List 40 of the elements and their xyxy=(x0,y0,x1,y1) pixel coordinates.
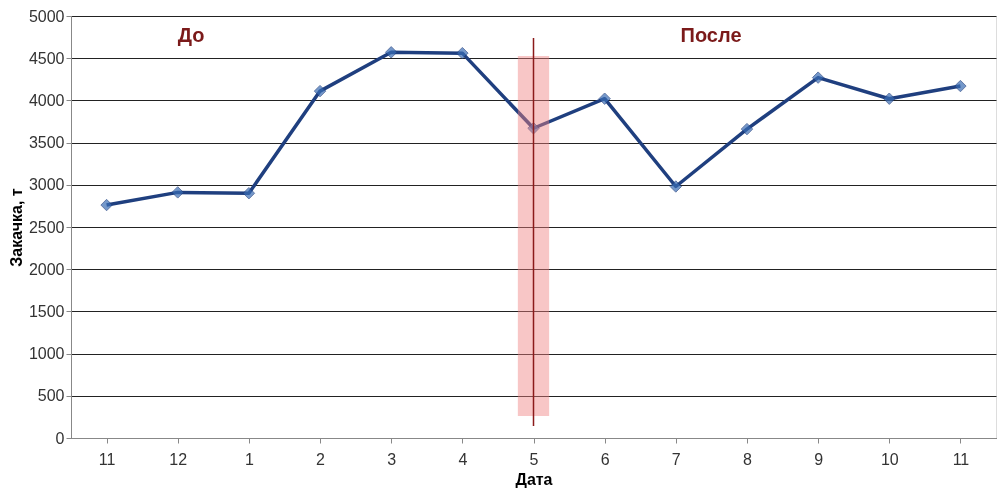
y-tick-label: 3000 xyxy=(28,176,65,194)
x-tick-label: 5 xyxy=(529,450,539,468)
x-tick-label: 11 xyxy=(98,450,116,468)
point xyxy=(384,46,398,59)
x-tick-label: 6 xyxy=(600,450,610,468)
point xyxy=(313,84,327,98)
y-tick-label: 2500 xyxy=(28,218,65,236)
x-tick-label: 7 xyxy=(671,450,681,468)
x-tick-label: 8 xyxy=(743,450,753,468)
y-tick-label: 1500 xyxy=(28,302,65,320)
y-tick-label: 4500 xyxy=(28,49,65,67)
x-tick-label: 1 xyxy=(244,450,254,468)
y-tick-label: 3500 xyxy=(28,134,65,152)
x-tick-label: 11 xyxy=(952,450,970,468)
x-tick-label: 3 xyxy=(387,450,397,468)
x-tick-label: 12 xyxy=(169,450,188,468)
y-axis-title: Закачка, т xyxy=(7,188,25,267)
point xyxy=(456,46,469,60)
x-tick-label: 10 xyxy=(880,450,899,468)
y-tick-label: 5000 xyxy=(28,7,65,25)
y-tick-label: 4000 xyxy=(28,91,65,109)
point xyxy=(883,92,896,105)
point xyxy=(242,187,256,200)
x-axis-title: Дата xyxy=(515,470,553,488)
x-tick-label: 9 xyxy=(814,450,824,468)
annotation: После xyxy=(680,24,742,46)
point xyxy=(100,198,113,212)
point xyxy=(740,122,754,136)
point xyxy=(954,79,967,93)
x-tick-label: 2 xyxy=(316,450,326,468)
point xyxy=(171,186,184,199)
y-tick-label: 500 xyxy=(37,387,65,405)
point xyxy=(669,180,683,193)
x-tick-label: 4 xyxy=(458,450,468,468)
y-tick-label: 1000 xyxy=(28,345,65,363)
y-tick-label: 0 xyxy=(55,429,65,447)
annotation: До xyxy=(177,24,205,46)
point xyxy=(811,71,825,84)
y-tick-label: 2000 xyxy=(28,260,65,278)
point xyxy=(598,92,611,105)
